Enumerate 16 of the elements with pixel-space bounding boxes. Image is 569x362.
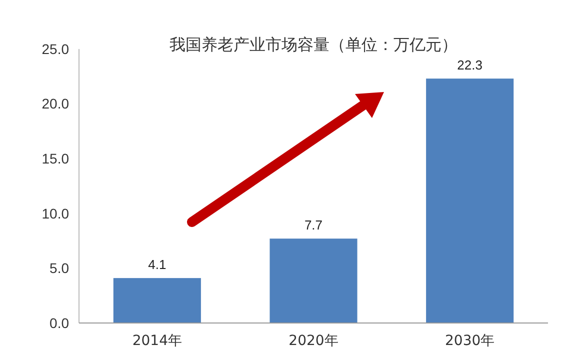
bar xyxy=(270,238,358,323)
data-label: 22.3 xyxy=(457,58,482,73)
y-tick-label: 0.0 xyxy=(50,314,70,331)
x-tick-label: 2020年 xyxy=(288,333,338,349)
data-label: 7.7 xyxy=(304,218,323,233)
y-tick-label: 25.0 xyxy=(42,40,70,57)
bar xyxy=(426,78,514,323)
x-tick-label: 2030年 xyxy=(445,333,495,349)
x-tick-label: 2014年 xyxy=(132,333,182,349)
y-tick-label: 15.0 xyxy=(42,150,70,166)
y-tick-label: 20.0 xyxy=(42,96,70,112)
y-tick-label: 5.0 xyxy=(50,260,70,276)
data-label: 4.1 xyxy=(148,257,166,272)
bar xyxy=(113,278,201,323)
y-tick-label: 10.0 xyxy=(42,205,70,222)
chart-title: 我国养老产业市场容量（单位：万亿元） xyxy=(170,35,458,54)
